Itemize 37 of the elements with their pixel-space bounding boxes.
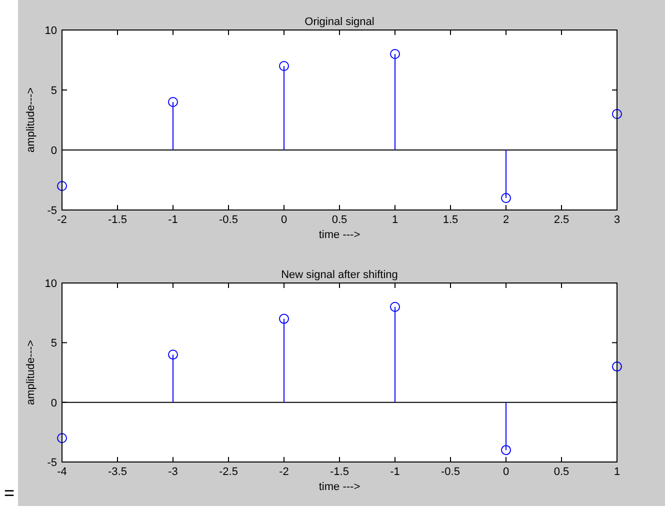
- x-axis-title: time --->: [318, 481, 360, 493]
- y-tick-label: -5: [47, 205, 57, 217]
- y-tick-label: 0: [50, 145, 57, 157]
- x-tick-label: -4: [57, 466, 67, 478]
- x-tick-label: -2: [57, 214, 67, 226]
- y-axis-title: amplitude--->: [25, 87, 37, 153]
- chart-title: Original signal: [304, 16, 374, 28]
- y-axis-title: amplitude--->: [25, 340, 37, 406]
- x-tick-label: 1: [392, 214, 398, 226]
- chart-title: New signal after shifting: [281, 269, 398, 281]
- x-tick-label: 1: [614, 466, 620, 478]
- x-tick-label: -1: [168, 214, 178, 226]
- x-axis-title: time --->: [318, 229, 360, 241]
- x-tick-label: 2.5: [554, 214, 570, 226]
- x-tick-label: 0.5: [332, 214, 348, 226]
- y-tick-label: 10: [44, 278, 57, 290]
- x-tick-label: 0: [502, 466, 510, 478]
- x-tick-label: -2: [279, 466, 289, 478]
- x-tick-label: -1.5: [108, 214, 127, 226]
- x-tick-label: 1.5: [442, 214, 458, 226]
- y-tick-label: -5: [47, 457, 57, 469]
- x-tick-label: -0.5: [219, 214, 238, 226]
- x-tick-label: 0: [280, 214, 288, 226]
- x-tick-label: -3.5: [108, 466, 127, 478]
- x-tick-label: -0.5: [441, 466, 460, 478]
- y-tick-label: 0: [50, 397, 57, 410]
- x-tick-label: -2.5: [219, 466, 238, 478]
- text: =: [4, 483, 15, 503]
- x-tick-label: 2: [502, 214, 510, 226]
- x-tick-label: 0.5: [554, 466, 570, 478]
- y-tick-label: 5: [50, 85, 57, 97]
- x-tick-label: 3: [614, 214, 620, 226]
- y-tick-label: 10: [44, 25, 57, 37]
- y-tick-label: 5: [50, 338, 57, 350]
- x-tick-label: -3: [168, 466, 178, 478]
- x-tick-label: -1: [390, 466, 400, 478]
- x-tick-label: -1.5: [330, 466, 349, 478]
